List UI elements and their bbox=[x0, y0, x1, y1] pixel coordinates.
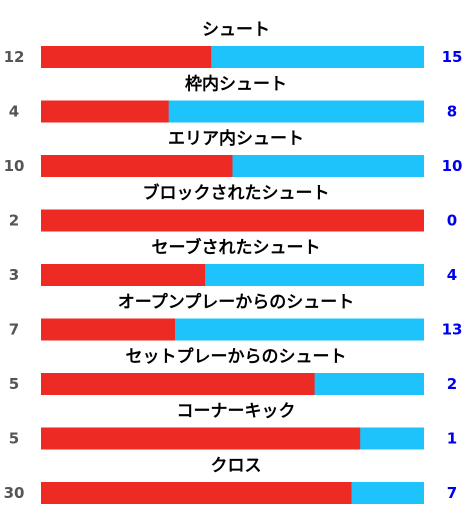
home-value: 10 bbox=[4, 157, 25, 175]
home-bar bbox=[41, 373, 315, 395]
home-bar bbox=[41, 46, 212, 68]
home-value: 30 bbox=[4, 484, 25, 502]
away-value: 7 bbox=[447, 484, 457, 502]
home-value: 12 bbox=[4, 48, 25, 66]
away-value: 10 bbox=[442, 157, 463, 175]
away-value: 0 bbox=[447, 212, 457, 230]
away-value: 13 bbox=[442, 321, 463, 339]
home-bar bbox=[41, 482, 352, 504]
home-value: 7 bbox=[9, 321, 19, 339]
away-value: 1 bbox=[447, 430, 457, 448]
home-value: 5 bbox=[9, 430, 19, 448]
home-bar bbox=[41, 155, 233, 177]
stat-label: セーブされたシュート bbox=[152, 237, 321, 258]
stat-row: エリア内シュート 10 10 bbox=[4, 128, 463, 177]
stat-row: ブロックされたシュート 2 0 bbox=[9, 183, 457, 232]
home-value: 5 bbox=[9, 375, 19, 393]
stat-row: シュート 12 15 bbox=[4, 20, 463, 68]
home-value: 4 bbox=[9, 103, 19, 121]
stat-row: セーブされたシュート 3 4 bbox=[9, 237, 457, 286]
stat-label: セットプレーからのシュート bbox=[126, 346, 347, 367]
stat-label: 枠内シュート bbox=[185, 74, 287, 95]
stat-label: オープンプレーからのシュート bbox=[118, 292, 354, 313]
home-value: 3 bbox=[9, 266, 19, 284]
stat-row: 枠内シュート 4 8 bbox=[9, 74, 457, 123]
stat-label: ブロックされたシュート bbox=[143, 183, 330, 204]
stat-row: クロス 30 7 bbox=[4, 456, 457, 504]
stat-label: エリア内シュート bbox=[168, 128, 304, 149]
away-value: 15 bbox=[442, 48, 463, 66]
stat-row: セットプレーからのシュート 5 2 bbox=[9, 346, 457, 395]
away-value: 2 bbox=[447, 375, 457, 393]
home-bar bbox=[41, 100, 169, 123]
home-bar bbox=[41, 264, 206, 286]
away-value: 4 bbox=[447, 266, 457, 284]
home-bar bbox=[41, 427, 361, 450]
stat-label: コーナーキック bbox=[177, 402, 296, 422]
home-bar bbox=[41, 209, 424, 232]
stat-label: シュート bbox=[202, 20, 270, 40]
home-value: 2 bbox=[9, 212, 19, 230]
stat-label: クロス bbox=[211, 456, 262, 476]
away-value: 8 bbox=[447, 103, 457, 121]
stat-row: オープンプレーからのシュート 7 13 bbox=[9, 292, 463, 341]
home-bar bbox=[41, 318, 175, 341]
stat-row: コーナーキック 5 1 bbox=[9, 402, 457, 450]
